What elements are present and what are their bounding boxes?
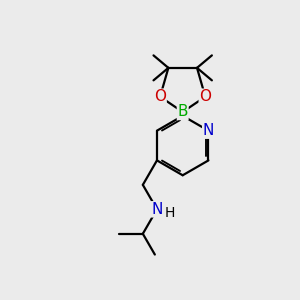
Text: N: N (203, 123, 214, 138)
Text: O: O (154, 89, 166, 104)
Text: H: H (164, 206, 175, 220)
Text: N: N (151, 202, 163, 217)
Text: B: B (177, 104, 188, 119)
Text: O: O (199, 89, 211, 104)
